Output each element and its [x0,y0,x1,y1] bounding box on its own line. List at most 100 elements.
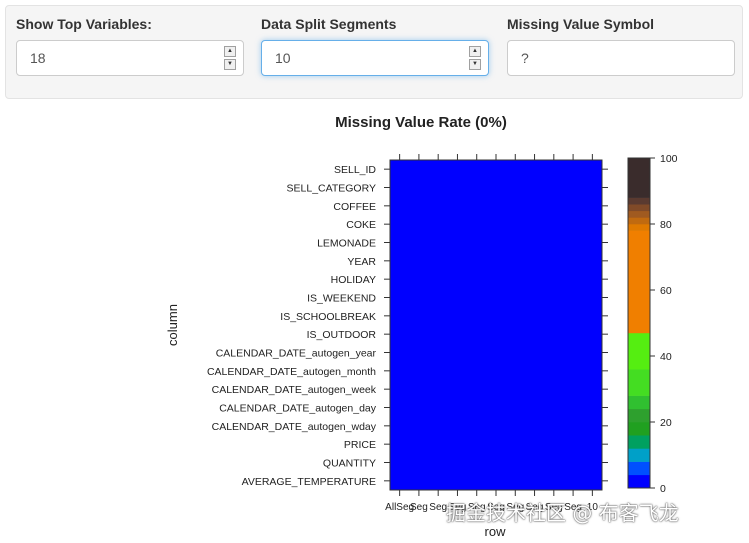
decrement-button[interactable]: ▼ [469,59,481,70]
heatmap-cell [428,453,449,473]
colorbar-tick-label: 40 [660,351,672,363]
heatmap-cell [447,435,468,454]
chart-title: Missing Value Rate (0%) [335,114,507,131]
heatmap-cell [563,398,584,418]
colorbar: 0 20 40 60 80 100 [627,153,678,495]
heatmap-cell [486,398,507,418]
heatmap-cell [390,471,410,491]
increment-button[interactable]: ▲ [469,46,481,57]
heatmap-cell [544,233,564,253]
x-tick-label: Seg [449,502,467,513]
watermark-text: 掘金技术社区 @ 布客飞龙 [446,501,679,525]
heatmap-cell [563,435,584,454]
colorbar-segment [628,224,650,231]
segments-input[interactable] [263,42,465,74]
heatmap-cell [447,215,468,234]
heatmap-cell [505,178,526,198]
heatmap-cell [409,178,430,198]
heatmap-cell [524,251,545,271]
heatmap-cell [467,178,487,198]
y-tick-labels: SELL_ID SELL_CATEGORY COFFEE COKE LEMONADE YE… [207,164,377,488]
heatmap-cell [524,361,545,381]
top-variables-label: Show Top Variables: [16,16,152,32]
heatmap-cell [447,233,468,253]
colorbar-segment [628,448,650,462]
heatmap-cell [486,288,507,308]
heatmap-cell [563,453,584,473]
heatmap-cell [563,288,584,308]
heatmap-cell [486,178,507,198]
colorbar-tick-label: 80 [660,219,672,231]
heatmap-cell [505,416,526,436]
heatmap-cell [428,325,449,344]
top-variables-control: Show Top Variables: ▲ ▼ [16,16,244,76]
heatmap-cell [582,453,603,473]
heatmap-cell [428,416,449,436]
heatmap-cell [486,453,507,473]
heatmap-cell [390,435,410,454]
heatmap-cell [505,306,526,326]
heatmap-cell [467,196,487,216]
heatmap-cell [467,325,487,344]
colorbar-segment [628,369,650,396]
colorbar-segment [628,461,650,476]
heatmap-cell [505,453,526,473]
heatmap-cell [486,343,507,363]
colorbar-tick-label: 100 [660,153,678,165]
heatmap-cell [467,343,487,363]
heatmap-cell [582,416,603,436]
top-variables-input[interactable] [18,42,220,74]
y-tick-label: SELL_CATEGORY [287,183,376,195]
heatmap-cell [505,398,526,418]
heatmap-cell [390,178,410,198]
heatmap-cell [447,160,468,179]
heatmap-cell [582,178,603,198]
x-tick-label: Seg [526,502,544,513]
heatmap-cell [563,471,584,491]
heatmap-cell [467,471,487,491]
x-tick-label: Seg [468,502,486,513]
heatmap-cell [505,160,526,179]
heatmap-cell [544,306,564,326]
heatmap-cells [390,160,603,491]
missing-symbol-control: Missing Value Symbol [507,16,735,76]
heatmap-cell [390,196,410,216]
heatmap-cell [447,453,468,473]
y-axis-label: column [165,304,180,346]
heatmap-cell [544,325,564,344]
heatmap-cell [544,160,564,179]
y-tick-label: CALENDAR_DATE_autogen_wday [212,421,377,433]
decrement-button[interactable]: ▼ [224,59,236,70]
y-tick-label: YEAR [347,256,376,268]
missing-symbol-input[interactable] [509,42,711,74]
heatmap-cell [524,325,545,344]
increment-button[interactable]: ▲ [224,46,236,57]
heatmap-cell [409,215,430,234]
heatmap-cell [390,453,410,473]
heatmap-cell [505,196,526,216]
colorbar-tick-label: 0 [660,483,666,495]
axis-ticks [384,154,608,496]
heatmap-cell [544,361,564,381]
heatmap-cell [428,380,449,399]
heatmap-cell [467,215,487,234]
heatmap-cell [428,251,449,271]
heatmap-cell [428,361,449,381]
missing-symbol-field [507,40,735,76]
x-tick-label: AllSeg [385,502,414,513]
heatmap-cell [428,306,449,326]
heatmap-cell [467,361,487,381]
heatmap-cell [467,416,487,436]
heatmap-cell [505,343,526,363]
heatmap-cell [544,288,564,308]
heatmap-cell [582,306,603,326]
heatmap-cell [544,215,564,234]
heatmap-cell [486,416,507,436]
colorbar-segment [628,230,650,334]
heatmap-cell [447,471,468,491]
heatmap-cell [524,435,545,454]
y-tick-label: LEMONADE [317,238,376,250]
heatmap-cell [582,251,603,271]
heatmap-cell [486,325,507,344]
